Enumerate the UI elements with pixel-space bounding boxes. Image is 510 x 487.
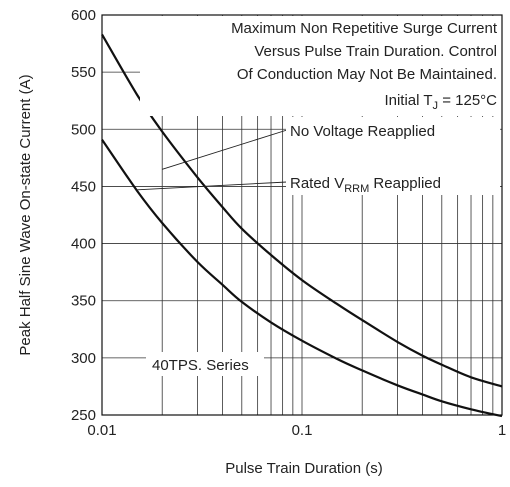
annotation-line-1: Maximum Non Repetitive Surge Current — [231, 20, 498, 37]
annotation-backdrop — [140, 16, 502, 116]
leader-no-voltage — [162, 129, 288, 170]
y-axis-label: Peak Half Sine Wave On-state Current (A) — [17, 74, 34, 355]
annotation-line-2: Versus Pulse Train Duration. Control — [254, 43, 497, 60]
y-tick-label: 300 — [71, 350, 96, 367]
curves — [101, 33, 503, 418]
annotations: Maximum Non Repetitive Surge Current Ver… — [140, 16, 502, 376]
plot-frame — [101, 14, 503, 416]
annotation-block: Maximum Non Repetitive Surge Current Ver… — [140, 16, 502, 116]
y-tick-label: 400 — [71, 236, 96, 253]
y-tick-label: 500 — [71, 121, 96, 138]
curve-rated-vrrm-reapplied — [101, 138, 503, 418]
y-tick-label: 550 — [71, 64, 96, 81]
series-labels: No Voltage Reapplied Rated VRRM Reapplie… — [286, 117, 500, 195]
y-tick-label: 450 — [71, 178, 96, 195]
device-series-label: 40TPS. Series — [146, 352, 264, 376]
x-tick-label: 0.1 — [292, 422, 313, 439]
x-tick-label: 1 — [498, 422, 506, 439]
x-tick-label: 0.01 — [87, 422, 116, 439]
condition-label: Initial TJ = 125°C — [384, 92, 497, 112]
y-tick-label: 350 — [71, 293, 96, 310]
y-tick-label: 250 — [71, 407, 96, 424]
series-label-no-voltage: No Voltage Reapplied — [290, 123, 435, 140]
series-labels-backdrop — [286, 117, 500, 195]
leader-rated-vrrm — [137, 181, 288, 191]
y-tick-label: 600 — [71, 7, 96, 24]
annotation-line-3: Of Conduction May Not Be Maintained. — [237, 66, 497, 83]
series-label-rated-vrrm: Rated VRRM Reapplied — [290, 175, 441, 195]
annotation-leaders — [137, 129, 288, 191]
device-series-text: 40TPS. Series — [152, 357, 249, 374]
device-series-backdrop — [146, 352, 264, 376]
x-axis-label: Pulse Train Duration (s) — [225, 460, 383, 477]
curve-no-voltage-reapplied — [101, 33, 503, 388]
tick-labels: 250 300 350 400 450 500 550 600 0.01 0.1 1 — [71, 7, 506, 439]
